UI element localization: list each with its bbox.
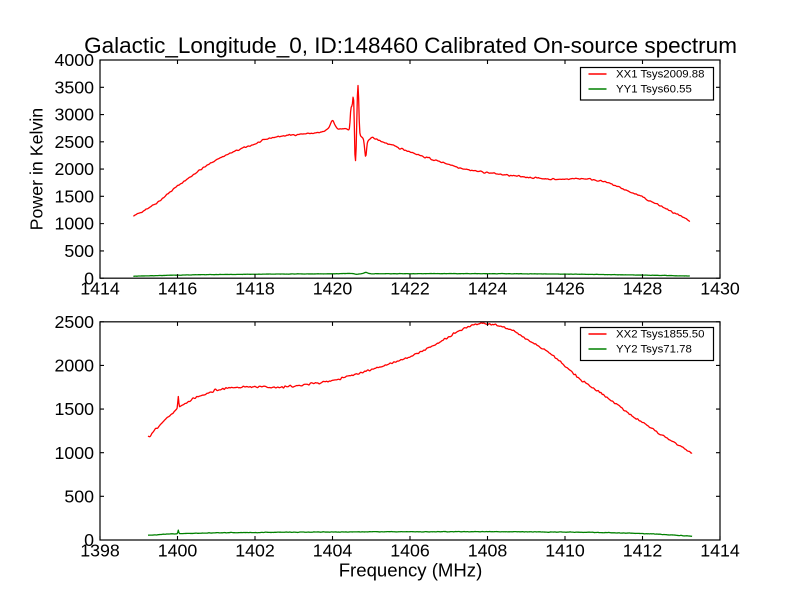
svg-text:1430: 1430 — [700, 279, 740, 299]
svg-text:YY1 Tsys60.55: YY1 Tsys60.55 — [616, 84, 692, 96]
svg-text:1400: 1400 — [158, 540, 198, 560]
svg-text:1408: 1408 — [468, 540, 508, 560]
svg-text:2500: 2500 — [54, 132, 94, 152]
svg-text:1414: 1414 — [700, 540, 740, 560]
svg-text:2000: 2000 — [54, 356, 94, 376]
svg-text:500: 500 — [64, 487, 94, 507]
svg-text:Power in Kelvin: Power in Kelvin — [27, 108, 47, 231]
svg-text:1426: 1426 — [545, 279, 585, 299]
svg-text:1404: 1404 — [313, 540, 353, 560]
svg-text:3000: 3000 — [54, 105, 94, 125]
svg-text:1412: 1412 — [623, 540, 663, 560]
svg-text:1000: 1000 — [54, 443, 94, 463]
svg-text:1500: 1500 — [54, 399, 94, 419]
svg-text:2500: 2500 — [54, 312, 94, 332]
svg-text:1410: 1410 — [545, 540, 585, 560]
svg-text:1398: 1398 — [80, 540, 120, 560]
svg-text:1414: 1414 — [80, 279, 120, 299]
svg-text:1420: 1420 — [313, 279, 353, 299]
svg-text:0: 0 — [84, 268, 94, 288]
svg-text:2000: 2000 — [54, 159, 94, 179]
svg-text:Galactic_Longitude_0, ID:14846: Galactic_Longitude_0, ID:148460 Calibrat… — [84, 33, 737, 58]
svg-text:1416: 1416 — [158, 279, 198, 299]
svg-text:1424: 1424 — [468, 279, 508, 299]
svg-text:1500: 1500 — [54, 187, 94, 207]
svg-text:XX2 Tsys1855.50: XX2 Tsys1855.50 — [616, 329, 704, 341]
svg-text:1000: 1000 — [54, 214, 94, 234]
svg-text:3500: 3500 — [54, 77, 94, 97]
svg-text:4000: 4000 — [54, 50, 94, 70]
svg-text:0: 0 — [84, 530, 94, 550]
svg-text:1406: 1406 — [390, 540, 430, 560]
svg-text:XX1 Tsys2009.88: XX1 Tsys2009.88 — [616, 69, 704, 81]
svg-text:YY2 Tsys71.78: YY2 Tsys71.78 — [616, 344, 692, 356]
svg-text:1422: 1422 — [390, 279, 430, 299]
svg-text:1402: 1402 — [235, 540, 275, 560]
svg-text:Frequency (MHz): Frequency (MHz) — [339, 560, 483, 581]
svg-text:1428: 1428 — [623, 279, 663, 299]
svg-text:1418: 1418 — [235, 279, 275, 299]
svg-text:500: 500 — [64, 241, 94, 261]
